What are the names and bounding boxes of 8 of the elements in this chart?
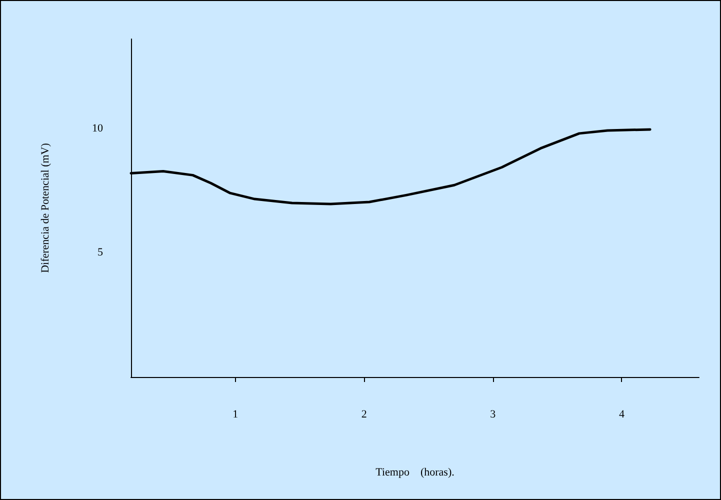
x-tick-label: 2 (361, 408, 367, 420)
y-tick-label: 5 (98, 246, 104, 259)
y-axis-title: Diferencia de Potencial (mV) (40, 142, 52, 273)
y-tick-label: 10 (92, 122, 104, 134)
x-tick-label: 1 (232, 408, 238, 420)
x-tick-label: 3 (490, 408, 496, 420)
x-axis-title: Tiempo (horas). (376, 466, 455, 478)
x-tick-label: 4 (618, 408, 625, 420)
